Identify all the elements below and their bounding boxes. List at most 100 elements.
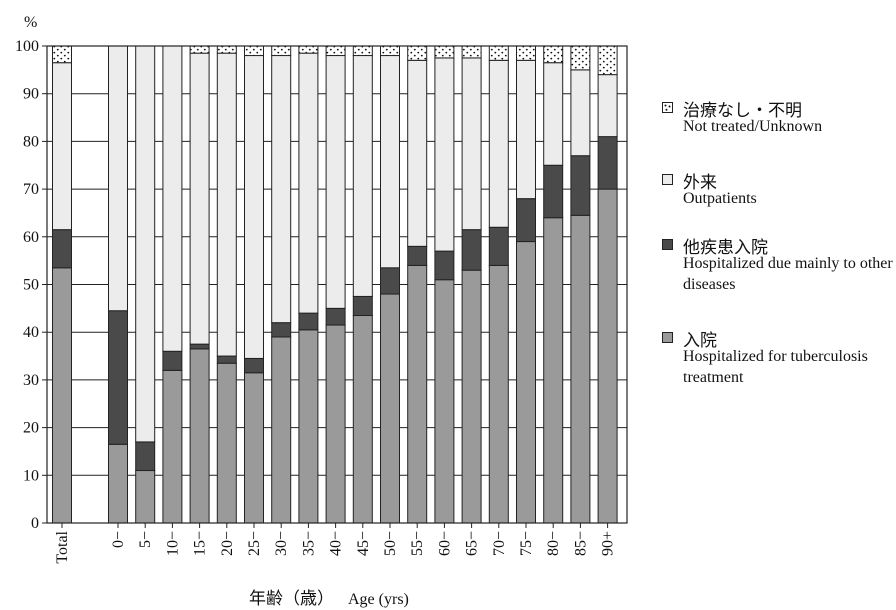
bar-segment-not_treated xyxy=(52,45,72,64)
stacked-bar-chart: 0 10 20 30 40 50 60 70 80 90 100 Total 0− 5− 10− 15− 20… xyxy=(15,14,628,608)
bar-segment-hosp_other xyxy=(216,355,237,364)
legend-label-jp: 治療なし・不明 xyxy=(683,101,802,120)
bar-segment-hosp_tb xyxy=(244,372,264,524)
bar-segment-not_treated xyxy=(597,45,618,76)
bar-segment-not_treated xyxy=(189,45,210,54)
swatch-hosp-other xyxy=(662,239,673,250)
x-tick-label: 80− xyxy=(545,531,562,556)
bar-segment-hosp_other xyxy=(434,250,455,281)
y-tick-label: 70 xyxy=(23,181,39,198)
bar-segment-outpatient xyxy=(52,62,72,231)
swatch-outpatient xyxy=(662,174,673,185)
x-tick-label: 70− xyxy=(491,531,508,556)
legend-label-jp: 他疾患入院 xyxy=(683,238,768,257)
bar-segment-outpatient xyxy=(271,55,292,324)
x-axis-label-jp: 年齢（歳） xyxy=(249,589,334,608)
bar-segment-not_treated xyxy=(461,45,482,59)
bar-segment-hosp_tb xyxy=(298,329,319,524)
bar-segment-hosp_tb xyxy=(570,214,591,524)
y-tick-label: 40 xyxy=(23,324,39,341)
bar-segment-outpatient xyxy=(597,74,618,138)
x-tick-label: 65− xyxy=(464,531,481,556)
bar-segment-hosp_tb xyxy=(135,470,156,524)
swatch-hosp-tb xyxy=(662,332,673,343)
y-axis-ticks: 0 10 20 30 40 50 60 70 80 90 100 xyxy=(15,38,47,532)
bar-segment-outpatient xyxy=(135,45,156,443)
bar-segment-hosp_other xyxy=(570,155,591,216)
bar-segment-outpatient xyxy=(570,69,591,157)
legend-label-jp: 外来 xyxy=(683,173,717,192)
x-tick-label: 40− xyxy=(328,531,345,556)
bar-segment-not_treated xyxy=(407,45,428,61)
bar-segment-outpatient xyxy=(352,55,373,297)
bar-segment-not_treated xyxy=(271,45,292,57)
x-tick-label: 20− xyxy=(219,531,236,556)
bar-segment-hosp_other xyxy=(516,198,536,243)
bar-segment-hosp_tb xyxy=(352,315,373,524)
bar-segment-hosp_other xyxy=(543,164,564,219)
legend-label-en: Not treated/Unknown xyxy=(683,118,823,135)
bar-segment-hosp_tb xyxy=(108,443,128,524)
bar-segment-hosp_tb xyxy=(434,279,455,524)
bar-segment-outpatient xyxy=(216,52,237,357)
x-axis-ticks: Total 0− 5− 10− 15− 20− 25− 30− 35− 40− 45− 50− 55− 6… xyxy=(54,523,617,564)
bar-segment-hosp_other xyxy=(52,229,72,269)
bar-segment-hosp_other xyxy=(488,226,509,266)
x-tick-label: 25− xyxy=(246,531,263,556)
bar-segment-hosp_tb xyxy=(162,369,183,524)
bar-segment-outpatient xyxy=(380,55,400,269)
bar-segment-hosp_tb xyxy=(407,264,428,524)
y-tick-label: 50 xyxy=(23,277,39,294)
y-tick-label: 0 xyxy=(31,515,39,532)
bar-segment-outpatient xyxy=(434,57,455,252)
x-tick-label: 5− xyxy=(137,531,154,548)
bar-segment-not_treated xyxy=(516,45,536,61)
bar-segment-not_treated xyxy=(543,45,564,64)
bar-segment-hosp_other xyxy=(380,267,400,295)
bar-segment-hosp_tb xyxy=(597,188,618,524)
x-tick-label: Total xyxy=(54,530,71,563)
bar-segment-hosp_other xyxy=(244,357,264,374)
y-tick-label: 80 xyxy=(23,133,39,150)
bar-segment-not_treated xyxy=(570,45,591,71)
swatch-not-treated xyxy=(662,102,673,113)
y-tick-label: 100 xyxy=(15,38,39,55)
x-tick-label: 85− xyxy=(572,531,589,556)
x-axis-label-en: Age (yrs) xyxy=(348,591,409,608)
bar-segment-outpatient xyxy=(461,57,482,231)
bar-segment-outpatient xyxy=(488,59,509,228)
bar-segment-not_treated xyxy=(298,45,319,54)
bar-segment-not_treated xyxy=(244,45,264,57)
bar-segment-hosp_tb xyxy=(216,362,237,524)
bar-segment-not_treated xyxy=(352,45,373,57)
bar-segment-hosp_other xyxy=(135,441,156,472)
legend-label-en: Hospitalized for tuberculosis treatment xyxy=(683,348,868,386)
bar-segment-outpatient xyxy=(298,52,319,314)
bar-segment-not_treated xyxy=(216,45,237,54)
y-tick-label: 30 xyxy=(23,372,39,389)
bar-segment-hosp_tb xyxy=(271,336,292,524)
bar-segment-hosp_tb xyxy=(516,241,536,524)
bar-segment-hosp_other xyxy=(407,245,428,266)
x-tick-label: 35− xyxy=(300,531,317,556)
bar-segment-hosp_other xyxy=(352,295,373,317)
bar-segment-hosp_other xyxy=(325,307,346,326)
legend-label-en: Hospitalized due mainly to other disease… xyxy=(683,255,893,293)
x-tick-label: 45− xyxy=(355,531,372,556)
legend-label-en: Outpatients xyxy=(683,190,757,207)
bar-segment-outpatient xyxy=(244,55,264,359)
y-tick-label: 10 xyxy=(23,467,39,484)
bar-segment-hosp_other xyxy=(271,322,292,338)
x-tick-label: 50− xyxy=(382,531,399,556)
y-tick-label: 20 xyxy=(23,420,39,437)
bar-segment-hosp_tb xyxy=(543,217,564,524)
bar-segment-hosp_tb xyxy=(189,348,210,524)
bar-segment-hosp_other xyxy=(189,343,210,350)
y-axis-unit-label: % xyxy=(24,14,37,31)
bar-segment-hosp_tb xyxy=(325,324,346,524)
bar-segment-hosp_other xyxy=(597,136,618,190)
bar-segment-hosp_other xyxy=(298,312,319,331)
bar-segment-hosp_tb xyxy=(52,267,72,524)
x-tick-label: 15− xyxy=(192,531,209,556)
bar-segment-outpatient xyxy=(189,52,210,345)
